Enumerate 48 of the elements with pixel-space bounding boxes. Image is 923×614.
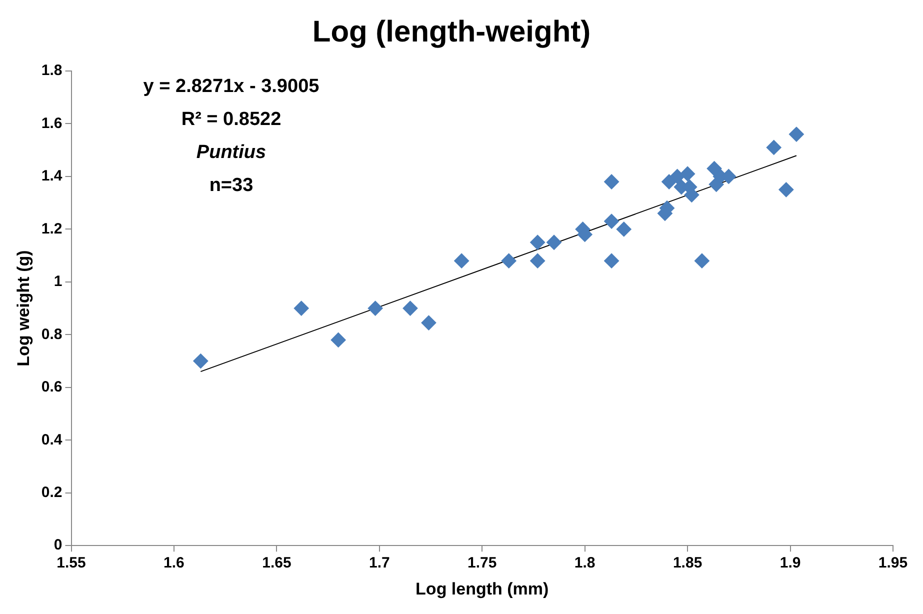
- y-tick-label: 0: [54, 536, 62, 554]
- point: [778, 182, 794, 198]
- y-tick-label: 1.2: [41, 220, 62, 238]
- x-tick-label: 1.75: [468, 554, 497, 572]
- point: [694, 253, 710, 268]
- x-tick-label: 1.9: [780, 554, 801, 572]
- y-tick-label: 0.8: [41, 326, 62, 343]
- y-tick-label: 1.6: [41, 114, 62, 132]
- x-axis-title: Log length (mm): [416, 579, 549, 598]
- point: [193, 354, 208, 369]
- point: [530, 253, 546, 268]
- y-tick-label: 0.2: [41, 484, 62, 502]
- point: [788, 126, 804, 142]
- annotation: Puntius: [196, 142, 266, 164]
- y-tick-label: 0.4: [41, 431, 63, 448]
- point: [454, 253, 470, 268]
- point: [616, 222, 632, 237]
- y-tick-label: 1: [54, 273, 62, 290]
- point: [546, 234, 562, 250]
- annotation: y = 2.8271x - 3.9005: [143, 76, 320, 98]
- point: [662, 174, 677, 190]
- point: [368, 300, 383, 316]
- x-tick-label: 1.55: [56, 554, 86, 572]
- point: [604, 214, 620, 229]
- point: [706, 161, 722, 176]
- x-tick-label: 1.8: [574, 554, 596, 572]
- x-tick-label: 1.65: [262, 554, 292, 572]
- point: [604, 253, 620, 268]
- point: [402, 300, 418, 316]
- x-tick-label: 1.95: [878, 554, 908, 572]
- point: [330, 332, 346, 348]
- point: [294, 300, 309, 316]
- annotation: n=33: [209, 175, 254, 196]
- y-tick-label: 0.6: [41, 378, 62, 396]
- x-tick-label: 1.7: [368, 554, 390, 572]
- x-tick-label: 1.6: [164, 554, 184, 572]
- point: [680, 166, 696, 182]
- x-tick-label: 1.85: [672, 554, 702, 572]
- point: [501, 253, 516, 268]
- point: [604, 174, 620, 190]
- point: [766, 140, 782, 155]
- y-axis-title: Log weight (g): [14, 250, 33, 366]
- point: [421, 315, 436, 330]
- point: [530, 234, 546, 250]
- annotation: R² = 0.8522: [181, 109, 282, 130]
- chart-title: Log (length-weight): [312, 15, 591, 48]
- y-tick-label: 1.8: [41, 62, 62, 80]
- y-tick-label: 1.4: [41, 168, 63, 185]
